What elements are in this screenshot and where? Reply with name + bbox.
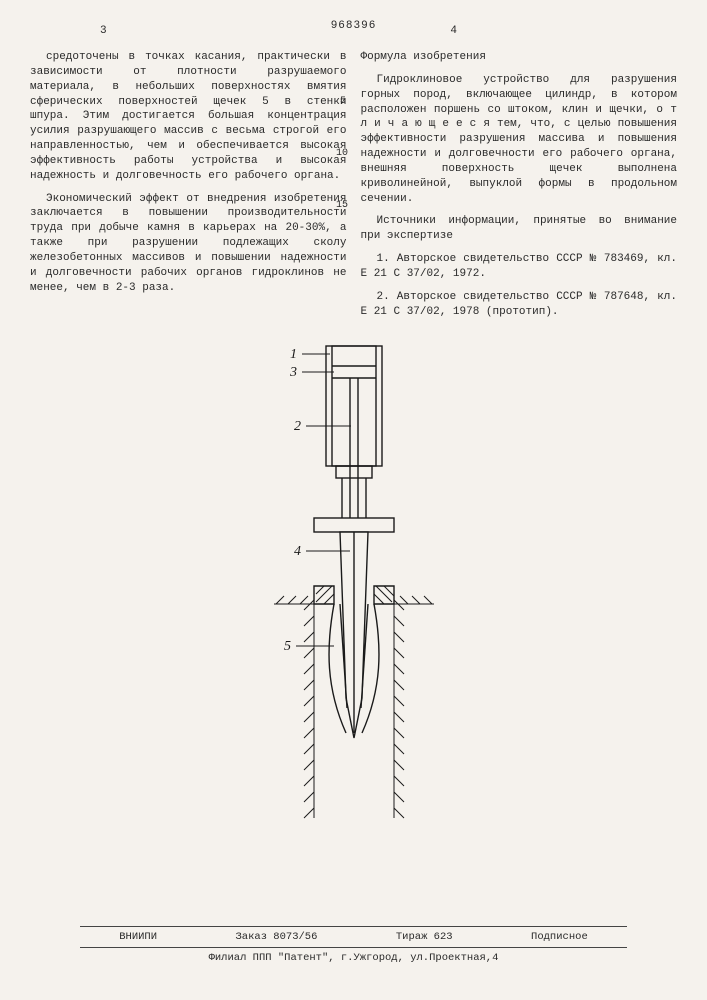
- footer-org: ВНИИПИ: [119, 931, 157, 943]
- left-para-1: средоточены в точках касания, практическ…: [30, 50, 347, 184]
- source-2: 2. Авторское свидетельство СССР № 787648…: [361, 290, 678, 320]
- line-mark-10: 10: [336, 148, 348, 159]
- footer-sign: Подписное: [531, 931, 588, 943]
- formula-title: Формула изобретения: [361, 50, 678, 65]
- footer: ВНИИПИ Заказ 8073/56 Тираж 623 Подписное…: [0, 926, 707, 964]
- line-mark-15: 15: [336, 200, 348, 211]
- footer-address: Филиал ППП "Патент", г.Ужгород, ул.Проек…: [80, 947, 627, 964]
- document-number: 968396: [30, 20, 677, 32]
- source-1: 1. Авторское свидетельство СССР № 783469…: [361, 252, 678, 282]
- footer-order: Заказ 8073/56: [235, 931, 317, 943]
- footer-tirazh: Тираж 623: [396, 931, 453, 943]
- left-column: средоточены в точках касания, практическ…: [30, 50, 347, 328]
- figure-area: 1 3 2 4 5: [30, 338, 677, 828]
- text-columns: средоточены в точках касания, практическ…: [30, 50, 677, 328]
- device-diagram: 1 3 2 4 5: [254, 338, 454, 828]
- sources-title: Источники информации, принятые во вниман…: [361, 214, 678, 244]
- page-number-left: 3: [100, 25, 107, 37]
- page-number-right: 4: [450, 25, 457, 37]
- line-mark-5: 5: [340, 96, 346, 107]
- fig-label-2: 2: [294, 419, 301, 434]
- fig-label-1: 1: [290, 347, 297, 362]
- right-column: Формула изобретения Гидроклиновое устрой…: [361, 50, 678, 328]
- fig-label-4: 4: [294, 544, 301, 559]
- fig-label-3: 3: [289, 365, 297, 380]
- fig-label-5: 5: [284, 639, 291, 654]
- right-para-1: Гидроклиновое устройство для разрушения …: [361, 73, 678, 207]
- left-para-2: Экономический эффект от внедрения изобре…: [30, 192, 347, 296]
